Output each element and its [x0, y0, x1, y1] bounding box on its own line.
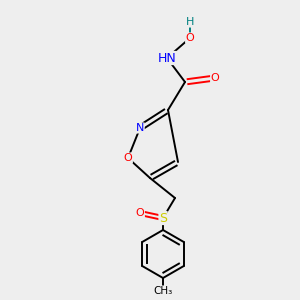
Text: O: O — [211, 73, 219, 83]
Text: HN: HN — [158, 52, 176, 64]
Text: O: O — [136, 208, 144, 218]
Text: H: H — [186, 17, 194, 27]
Text: CH₃: CH₃ — [153, 286, 172, 296]
Text: O: O — [124, 153, 132, 163]
Text: O: O — [186, 33, 194, 43]
Text: S: S — [159, 212, 167, 224]
Text: N: N — [136, 123, 144, 133]
